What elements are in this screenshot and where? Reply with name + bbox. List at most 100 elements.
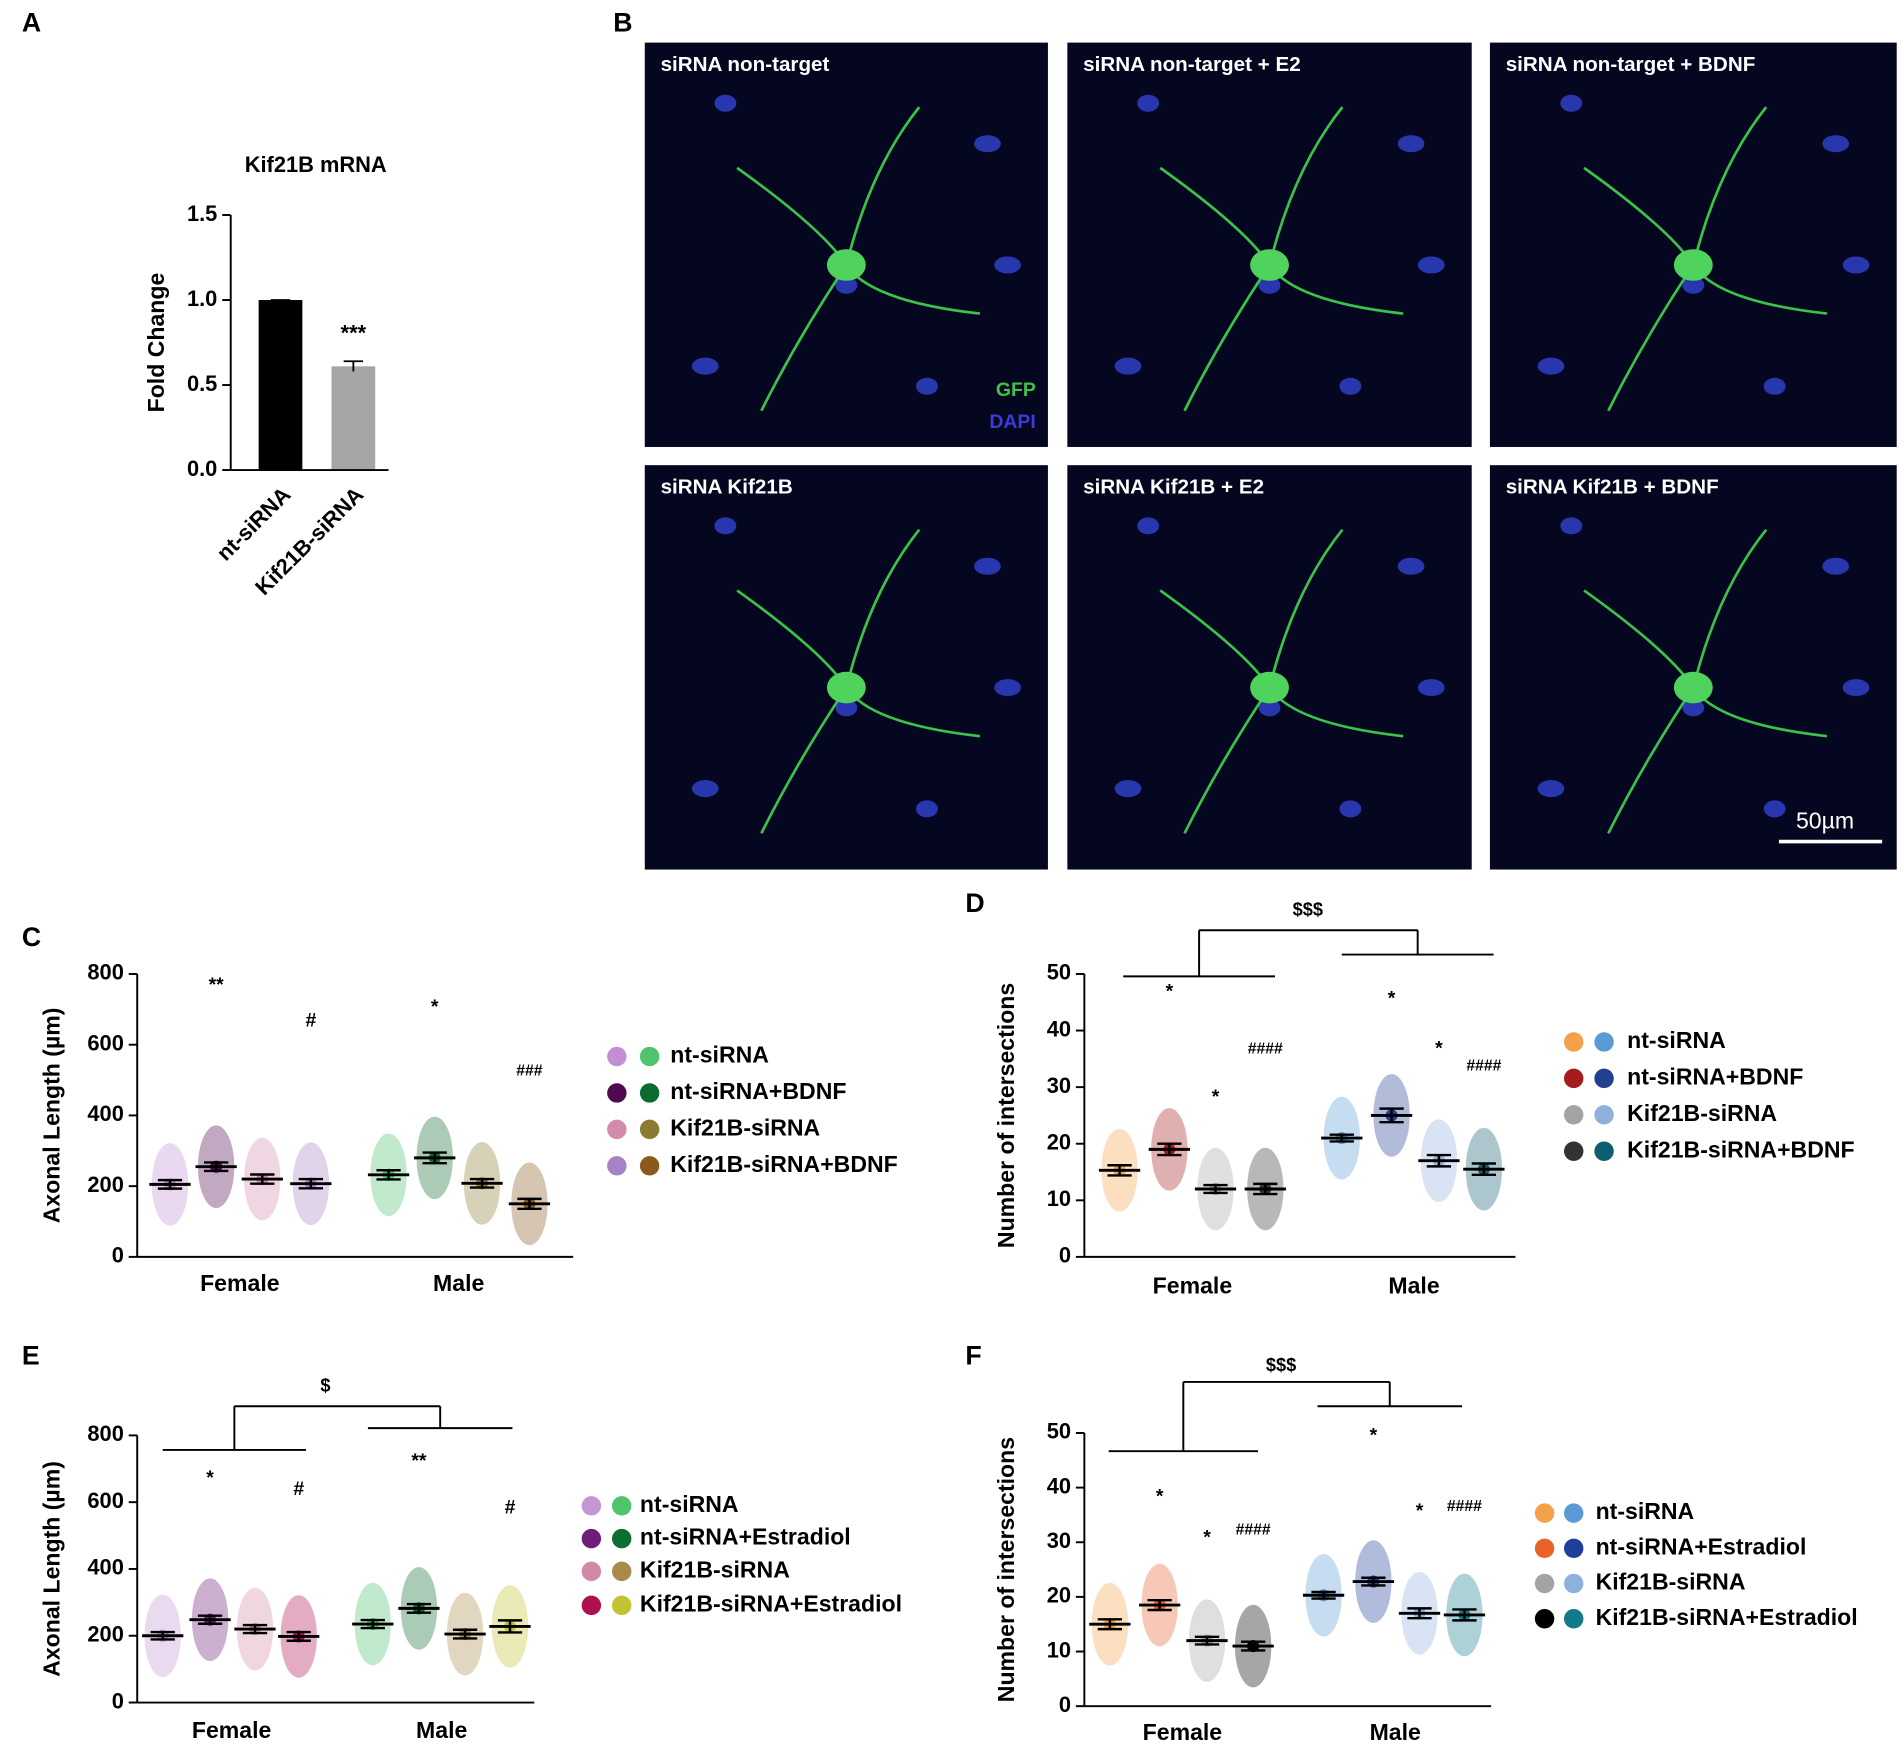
y-tick-label: 0.0 [187, 456, 217, 481]
nucleus [835, 699, 858, 717]
nucleus [1137, 94, 1160, 112]
nucleus [1339, 800, 1362, 818]
y-tick-label: 30 [1047, 1528, 1071, 1553]
tile-label: siRNA Kif21B + BDNF [1506, 476, 1719, 499]
legend-swatch [1564, 1105, 1584, 1125]
nucleus [1537, 357, 1565, 375]
significance: *** [341, 320, 367, 345]
significance: ** [209, 974, 225, 996]
significance: #### [1466, 1057, 1501, 1074]
legend-swatch [639, 1046, 660, 1067]
legend-swatch [639, 1156, 660, 1176]
legend-label: Kif21B-siRNA+BDNF [1627, 1136, 1854, 1162]
soma [1673, 671, 1713, 704]
legend-label: nt-siRNA+BDNF [1627, 1063, 1803, 1089]
panel-label: B [613, 7, 632, 37]
legend-swatch [612, 1595, 632, 1616]
nucleus [1763, 800, 1786, 818]
legend-label: Kif21B-siRNA [640, 1556, 790, 1582]
comparison-label: $$$ [1293, 900, 1323, 920]
x-group-label: Female [1143, 1719, 1223, 1745]
chart-title: Kif21B mRNA [245, 152, 387, 177]
comparison-label: $ [320, 1376, 330, 1396]
significance: # [305, 1009, 316, 1031]
nucleus [1842, 256, 1870, 274]
nucleus [1822, 557, 1850, 575]
legend-swatch [607, 1156, 627, 1176]
micrograph [1067, 465, 1472, 870]
y-tick-label: 200 [87, 1172, 123, 1197]
nucleus [916, 800, 938, 818]
legend-label: nt-siRNA [670, 1042, 769, 1068]
legend-swatch [612, 1528, 632, 1549]
legend-swatch [1564, 1538, 1584, 1559]
nucleus [974, 135, 1001, 153]
y-tick-label: 50 [1047, 960, 1071, 985]
panel-label: D [965, 888, 984, 918]
nucleus [1114, 357, 1142, 375]
nucleus [691, 780, 719, 798]
legend-swatch [581, 1595, 602, 1616]
y-axis-label: Number of intersections [993, 1437, 1019, 1702]
nucleus [1763, 377, 1786, 395]
significance: * [1212, 1086, 1220, 1108]
nucleus [1137, 517, 1160, 535]
bar [258, 300, 303, 471]
legend-swatch [612, 1496, 632, 1516]
nucleus [994, 679, 1021, 697]
y-tick-label: 20 [1047, 1129, 1071, 1154]
legend-label: nt-siRNA+Estradiol [1596, 1533, 1807, 1559]
significance: # [505, 1496, 516, 1518]
y-tick-label: 0 [1059, 1692, 1071, 1717]
y-tick-label: 400 [87, 1101, 123, 1126]
legend-swatch [1564, 1573, 1584, 1594]
legend-swatch [1594, 1141, 1614, 1161]
channel-label: DAPI [989, 411, 1035, 433]
nucleus [1682, 699, 1705, 717]
legend-label: Kif21B-siRNA+BDNF [670, 1151, 897, 1177]
nucleus [1682, 276, 1705, 294]
micrograph [1489, 42, 1897, 447]
nucleus [1339, 377, 1362, 395]
channel-label: GFP [996, 379, 1036, 401]
y-tick-label: 1.0 [187, 286, 217, 311]
legend-label: Kif21B-siRNA+Estradiol [1596, 1604, 1858, 1630]
micrograph [644, 465, 1048, 870]
soma [826, 671, 866, 704]
tile-label: siRNA Kif21B [661, 476, 793, 499]
legend-swatch [1564, 1609, 1584, 1629]
y-axis-label: Axonal Length (µm) [39, 1461, 65, 1677]
nucleus [1397, 135, 1425, 153]
nucleus [1822, 135, 1850, 153]
legend-label: Kif21B-siRNA [1627, 1100, 1777, 1126]
legend-swatch [1534, 1503, 1555, 1523]
nucleus [1258, 276, 1281, 294]
significance: * [431, 996, 439, 1018]
significance: * [1388, 988, 1396, 1010]
significance: #### [1248, 1040, 1283, 1057]
legend-swatch [1594, 1105, 1614, 1125]
tile-label: siRNA non-target [661, 53, 830, 76]
y-tick-label: 800 [87, 1421, 123, 1446]
y-tick-label: 200 [87, 1622, 123, 1647]
micrograph [1489, 465, 1897, 870]
significance: ### [516, 1062, 543, 1079]
x-group-label: Male [433, 1270, 484, 1296]
x-group-label: Female [1153, 1272, 1233, 1298]
soma [1250, 671, 1289, 704]
y-tick-label: 800 [87, 960, 123, 985]
nucleus [1258, 699, 1281, 717]
y-tick-label: 20 [1047, 1583, 1071, 1608]
legend-label: Kif21B-siRNA [1596, 1569, 1746, 1595]
panel-label: C [22, 922, 41, 952]
legend-swatch [581, 1528, 602, 1549]
y-axis-label: Number of intersections [993, 983, 1019, 1248]
legend-label: nt-siRNA+Estradiol [640, 1524, 851, 1550]
significance: ** [411, 1450, 427, 1472]
nucleus [1114, 780, 1142, 798]
nucleus [1417, 256, 1445, 274]
panel-label: A [22, 7, 41, 37]
y-tick-label: 600 [87, 1488, 123, 1513]
